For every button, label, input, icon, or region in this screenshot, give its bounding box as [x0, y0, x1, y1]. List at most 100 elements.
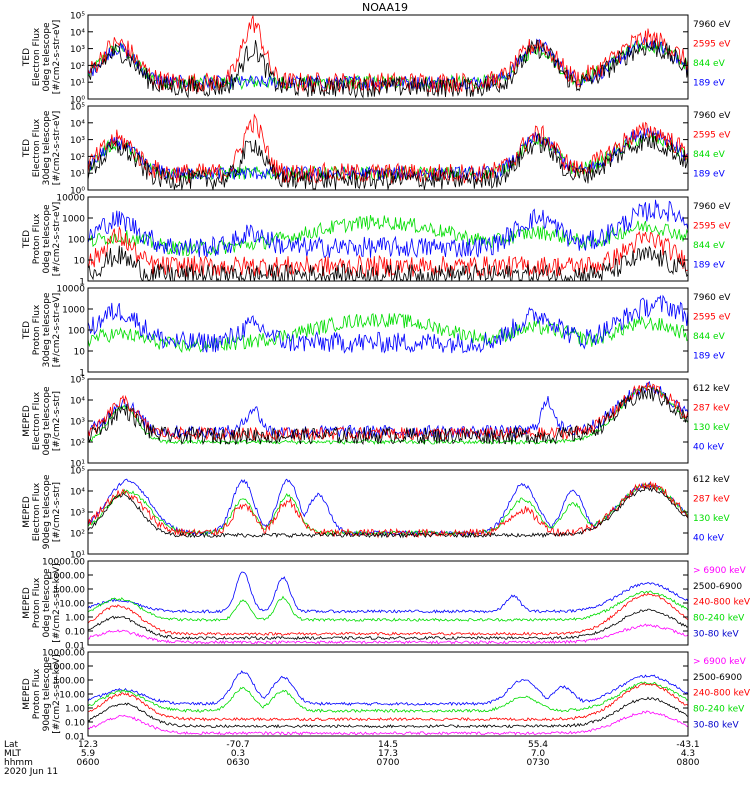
series-green-line	[88, 590, 688, 622]
y-tick-label: 10²	[70, 153, 85, 163]
x-row-label: MLT	[4, 749, 22, 759]
y-tick-label: 10¹	[70, 170, 85, 180]
y-axis-label: 0deg telescope	[42, 568, 52, 638]
y-tick-label: 0.10	[65, 719, 85, 729]
y-axis-label: Proton Flux	[32, 213, 42, 264]
series-black-line	[88, 486, 688, 539]
y-tick-label: 10³	[70, 418, 85, 428]
panel-7: 0.01 0.10 1.00 10.00 100.00 1000.00 10000.00 ME…	[22, 558, 750, 652]
x-tick-time: 0800	[677, 758, 700, 768]
y-tick-label: 100	[68, 236, 85, 246]
legend-entry: 189 eV	[693, 79, 726, 89]
legend-entry: 40 keV	[693, 534, 725, 544]
legend-entry: 130 keV	[693, 423, 730, 433]
panel-frame	[87, 287, 689, 373]
y-tick-label: 1000.00	[48, 572, 85, 582]
y-axis-label: 30deg telescope	[42, 110, 52, 185]
legend-entry: > 6900 keV	[693, 566, 747, 576]
y-tick-label: 10000.00	[42, 649, 85, 659]
y-tick-label: 1000	[62, 306, 85, 316]
y-axis-label: Electron Flux	[32, 391, 42, 450]
x-tick-lat: 55.4	[528, 740, 548, 750]
y-axis-label: TED	[22, 139, 32, 158]
series-red-line	[88, 15, 688, 94]
series-blue-line	[88, 199, 688, 259]
y-tick-label: 1	[79, 278, 85, 288]
y-tick-label: 1.00	[65, 705, 85, 715]
series-blue-line	[88, 127, 688, 182]
y-tick-label: 10³	[70, 136, 85, 146]
panel-4: 1 10 100 1000 10000 TED Proton Flux 30deg teles…	[22, 285, 731, 379]
series-blue-line	[88, 36, 688, 91]
y-tick-label: 0.01	[65, 642, 85, 652]
panel-1: 10⁰ 10¹ 10² 10³ 10⁴ 10⁵ TED Electron Flux 0deg t…	[22, 12, 731, 106]
y-tick-label: 10⁰	[70, 187, 85, 197]
y-axis-label: [#/cm2-s-str]	[52, 391, 62, 451]
x-tick-time: 0630	[227, 758, 250, 768]
x-tick-mlt: 0.3	[231, 749, 245, 759]
x-tick-time: 0700	[377, 758, 400, 768]
legend-entry: 80-240 keV	[693, 705, 745, 715]
y-tick-label: 10⁴	[70, 397, 85, 407]
legend-entry: 2595 eV	[693, 131, 731, 141]
y-axis-label: Electron Flux	[32, 118, 42, 177]
y-tick-label: 10⁴	[70, 119, 85, 129]
y-axis-label: 0deg telescope	[42, 22, 52, 92]
legend-entry: 30-80 keV	[693, 720, 739, 730]
legend-entry: 189 eV	[693, 261, 726, 271]
series-black-line	[88, 386, 688, 446]
legend-entry: 287 keV	[693, 495, 730, 505]
y-tick-label: 10²	[70, 530, 85, 540]
y-tick-label: 10	[74, 348, 86, 358]
x-tick-mlt: 4.3	[681, 749, 695, 759]
legend-entry: 844 eV	[693, 59, 726, 69]
series-red-line	[88, 592, 688, 636]
y-tick-label: 10¹	[70, 460, 85, 470]
y-axis-label: TED	[22, 321, 32, 340]
y-axis-label: TED	[22, 48, 32, 67]
series-blue-line	[88, 380, 688, 440]
legend-entry: 240-800 keV	[693, 598, 750, 608]
series-green-line	[88, 385, 688, 446]
series-red-line	[88, 481, 688, 539]
series-black-line	[88, 132, 688, 190]
panel-8: 0.01 0.10 1.00 10.00 100.00 1000.00 10000.00 ME…	[22, 649, 750, 743]
legend-entry: 612 keV	[693, 475, 730, 485]
y-tick-label: 10⁴	[70, 488, 85, 498]
y-tick-label: 0.10	[65, 628, 85, 638]
legend-entry: 7960 eV	[693, 202, 731, 212]
panel-3: 1 10 100 1000 10000 TED Proton Flux 0deg telesc…	[22, 194, 731, 288]
y-tick-label: 10000	[56, 194, 85, 204]
legend-entry: 2595 eV	[693, 40, 731, 50]
x-tick-mlt: 7.0	[531, 749, 546, 759]
panel-6: 10¹ 10² 10³ 10⁴ 10⁵ MEPED Electron Flux 90deg t…	[22, 467, 730, 561]
legend-entry: 844 eV	[693, 241, 726, 251]
page-title: NOAA19	[362, 1, 408, 14]
y-tick-label: 100.00	[54, 677, 86, 687]
y-tick-label: 1000	[62, 215, 85, 225]
series-black-line	[88, 245, 688, 281]
y-tick-label: 10⁵	[70, 376, 85, 386]
series-red-line	[88, 113, 688, 185]
legend-entry: 844 eV	[693, 150, 726, 160]
legend-entry: > 6900 keV	[693, 657, 747, 667]
y-axis-label: [#/cm2-s-str-eV]	[52, 20, 62, 95]
legend-entry: 7960 eV	[693, 20, 731, 30]
legend-entry: 2500-6900	[693, 673, 742, 683]
x-tick-lat: -43.1	[676, 740, 699, 750]
panel-frame	[87, 105, 689, 191]
y-tick-label: 10.00	[59, 600, 85, 610]
series-magenta-line	[88, 623, 688, 645]
legend-entry: 2500-6900	[693, 582, 742, 592]
panel-2: 10⁰ 10¹ 10² 10³ 10⁴ 10⁵ TED Electron Flux 30deg …	[22, 103, 731, 197]
y-axis-label: 90deg telescope	[42, 656, 52, 731]
legend-entry: 80-240 keV	[693, 614, 745, 624]
legend-entry: 30-80 keV	[693, 629, 739, 639]
y-axis-label: 30deg telescope	[42, 292, 52, 367]
y-tick-label: 10⁴	[70, 28, 85, 38]
series-magenta-line	[88, 710, 688, 736]
legend-entry: 612 keV	[693, 384, 730, 394]
legend-entry: 287 keV	[693, 404, 730, 414]
